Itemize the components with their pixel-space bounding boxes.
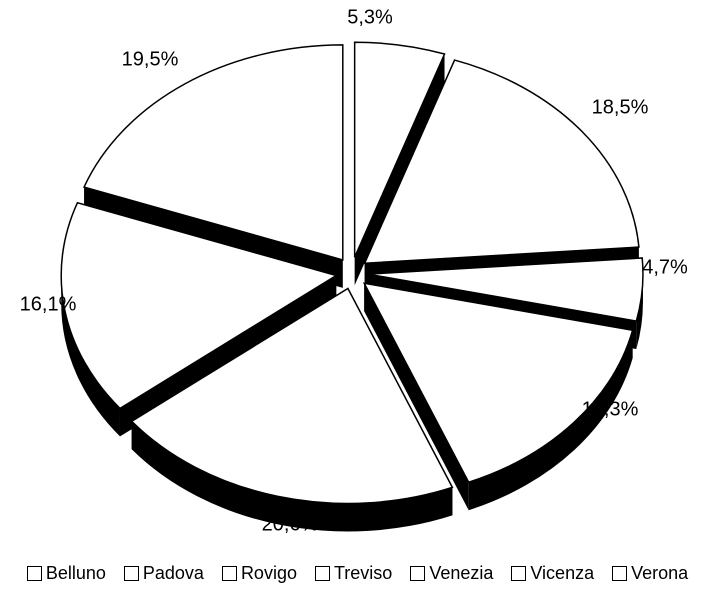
legend-label: Vicenza [530, 563, 594, 584]
legend-label: Padova [143, 563, 204, 584]
legend-swatch [612, 566, 627, 581]
legend-item-verona: Verona [612, 563, 688, 584]
pie-chart-3d: 5,3%18,5%4,7%15,3%20,6%16,1%19,5% Bellun… [0, 0, 715, 592]
legend-swatch [27, 566, 42, 581]
legend-swatch [315, 566, 330, 581]
legend-label: Venezia [429, 563, 493, 584]
legend-item-rovigo: Rovigo [222, 563, 297, 584]
legend-label: Treviso [334, 563, 392, 584]
legend-label: Verona [631, 563, 688, 584]
pie-svg [0, 0, 715, 592]
legend-item-padova: Padova [124, 563, 204, 584]
legend-label: Rovigo [241, 563, 297, 584]
chart-legend: Belluno Padova Rovigo Treviso Venezia Vicenza… [0, 563, 715, 584]
legend-label: Belluno [46, 563, 106, 584]
legend-swatch [124, 566, 139, 581]
legend-item-treviso: Treviso [315, 563, 392, 584]
legend-item-vicenza: Vicenza [511, 563, 594, 584]
legend-item-belluno: Belluno [27, 563, 106, 584]
legend-swatch [410, 566, 425, 581]
legend-swatch [511, 566, 526, 581]
legend-item-venezia: Venezia [410, 563, 493, 584]
legend-swatch [222, 566, 237, 581]
